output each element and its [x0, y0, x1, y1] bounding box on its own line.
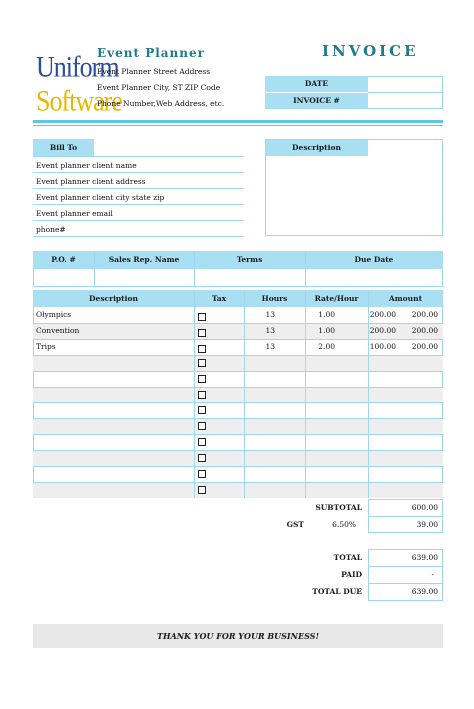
- item-description[interactable]: Convention: [36, 325, 80, 335]
- item-hours[interactable]: 1.00: [318, 310, 335, 319]
- tax-checkbox[interactable]: [198, 390, 206, 399]
- table-row: Trips 13 2.00 100.00 200.00: [33, 338, 443, 355]
- description-label: Description: [265, 139, 368, 156]
- total-due-label: TOTAL DUE: [312, 587, 362, 596]
- tax-checkbox[interactable]: [198, 374, 206, 383]
- due-date-header: Due Date: [354, 255, 394, 264]
- col-description: Description: [89, 294, 138, 303]
- company-contact: Phone Number,Web Address, etc.: [97, 99, 225, 108]
- tax-checkbox[interactable]: [198, 438, 206, 447]
- paid-label: PAID: [341, 570, 362, 579]
- header-rule: [33, 120, 443, 123]
- col-rate: Rate/Hour: [314, 294, 359, 303]
- logo-software: Software: [36, 84, 123, 118]
- item-description[interactable]: Trips: [36, 341, 56, 351]
- table-row: [33, 481, 443, 498]
- table-row: [33, 450, 443, 466]
- gst-rate: 6.50%: [332, 520, 356, 529]
- date-field[interactable]: [368, 77, 442, 92]
- company-name: Event Planner: [97, 46, 205, 60]
- item-tax[interactable]: 13: [265, 325, 275, 335]
- invoice-title: INVOICE: [322, 42, 419, 60]
- item-rate[interactable]: 200.00: [369, 310, 396, 319]
- gst-label: GST: [286, 520, 304, 529]
- col-hours: Hours: [261, 294, 288, 303]
- company-city: Event Planner City, ST ZIP Code: [97, 83, 221, 92]
- client-name: Event planner client name: [36, 161, 137, 170]
- item-description[interactable]: Olympics: [36, 310, 72, 319]
- table-row: Convention 13 1.00 200.00 200.00: [33, 322, 443, 339]
- item-tax[interactable]: 13: [265, 341, 275, 351]
- table-row: [33, 370, 443, 387]
- item-amount[interactable]: 200.00: [411, 341, 438, 351]
- table-row: [33, 418, 443, 435]
- po-header: P.O. #: [51, 255, 76, 264]
- item-tax[interactable]: 13: [265, 310, 275, 319]
- item-amount[interactable]: 200.00: [411, 310, 438, 319]
- sales-rep-header: Sales Rep. Name: [108, 255, 180, 264]
- tax-checkbox[interactable]: [198, 454, 206, 463]
- total-value: 639.00: [411, 553, 438, 562]
- gst-value: 39.00: [416, 520, 438, 529]
- tax-checkbox[interactable]: [198, 344, 206, 353]
- tax-checkbox[interactable]: [198, 422, 206, 431]
- sales-rep-field[interactable]: [95, 270, 194, 286]
- item-amount[interactable]: 200.00: [411, 325, 438, 335]
- invoice-number-label: INVOICE #: [265, 93, 368, 109]
- col-tax: Tax: [211, 294, 227, 303]
- paid-value: -: [431, 570, 434, 579]
- table-row: [33, 434, 443, 450]
- total-label: TOTAL: [333, 553, 362, 562]
- tax-checkbox[interactable]: [198, 470, 206, 478]
- tax-checkbox[interactable]: [198, 485, 206, 494]
- item-hours[interactable]: 1.00: [318, 325, 335, 335]
- description-box[interactable]: [265, 139, 443, 236]
- table-row: [33, 354, 443, 371]
- due-date-field[interactable]: [306, 270, 442, 286]
- company-street: Event Planner Street Address: [97, 67, 211, 76]
- client-email: Event planner email: [36, 209, 113, 218]
- item-rate[interactable]: 200.00: [369, 325, 396, 335]
- tax-checkbox[interactable]: [198, 313, 206, 321]
- bill-to-label: Bill To: [33, 139, 94, 156]
- table-row: [33, 402, 443, 418]
- item-hours[interactable]: 2.00: [318, 341, 335, 351]
- table-row: [33, 466, 443, 482]
- col-amount: Amount: [388, 294, 423, 303]
- subtotal-value: 600.00: [411, 503, 438, 512]
- date-label: DATE: [265, 76, 368, 92]
- po-field[interactable]: [34, 270, 94, 286]
- table-row: [33, 386, 443, 403]
- terms-field[interactable]: [195, 270, 305, 286]
- invoice-number-field[interactable]: [368, 93, 442, 108]
- tax-checkbox[interactable]: [198, 358, 206, 367]
- tax-checkbox[interactable]: [198, 328, 206, 337]
- item-rate[interactable]: 100.00: [369, 341, 396, 351]
- subtotal-label: SUBTOTAL: [315, 503, 362, 512]
- thank-you-footer: THANK YOU FOR YOUR BUSINESS!: [33, 624, 443, 648]
- total-due-value: 639.00: [411, 587, 438, 596]
- table-row: Olympics 13 1.00 200.00 200.00: [33, 307, 443, 323]
- client-phone: phone#: [36, 225, 66, 234]
- client-address: Event planner client address: [36, 177, 146, 186]
- logo-uniform: Uniform: [36, 50, 120, 84]
- tax-checkbox[interactable]: [198, 406, 206, 415]
- client-city: Event planner client city state zip: [36, 193, 165, 202]
- terms-header: Terms: [236, 255, 263, 264]
